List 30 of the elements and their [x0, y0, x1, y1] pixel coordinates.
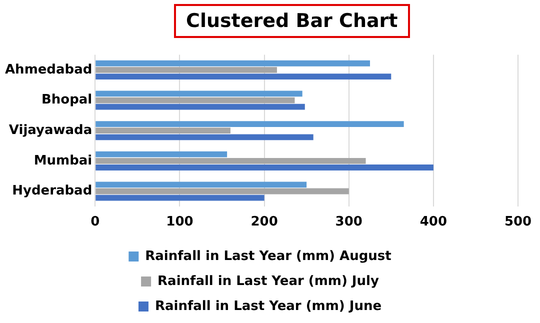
x-tick-label: 100	[166, 214, 194, 230]
bar	[96, 158, 366, 164]
x-tick-label: 200	[250, 214, 278, 230]
bar	[96, 121, 404, 127]
y-tick-label: Ahmedabad	[5, 62, 92, 78]
bar	[96, 194, 264, 201]
bar	[96, 128, 230, 134]
bar	[96, 134, 314, 140]
y-tick-label: Bhopal	[42, 92, 92, 108]
y-tick-label: Hyderabad	[12, 184, 92, 199]
x-tick-label: 400	[420, 214, 447, 230]
legend-label: Rainfall in Last Year (mm) June	[154, 298, 382, 314]
bar	[96, 188, 349, 194]
bar	[96, 90, 302, 97]
bar	[96, 97, 295, 104]
legend-label: Rainfall in Last Year (mm) July	[158, 274, 380, 289]
chart-title: Clustered Bar Chart	[174, 4, 410, 38]
x-tick-label: 300	[335, 214, 362, 230]
bar	[96, 74, 392, 80]
bar	[96, 67, 277, 73]
bar	[96, 60, 370, 66]
bar	[96, 164, 434, 170]
x-tick-label: 500	[504, 214, 532, 230]
y-tick-label: Mumbai	[34, 153, 92, 168]
bar	[96, 151, 228, 158]
x-tick-label: 0	[90, 214, 100, 230]
legend-label: Rainfall in Last Year (mm) August	[145, 248, 392, 264]
y-tick-label: Vijayawada	[8, 122, 92, 138]
bar	[96, 104, 305, 110]
bar	[96, 182, 307, 188]
